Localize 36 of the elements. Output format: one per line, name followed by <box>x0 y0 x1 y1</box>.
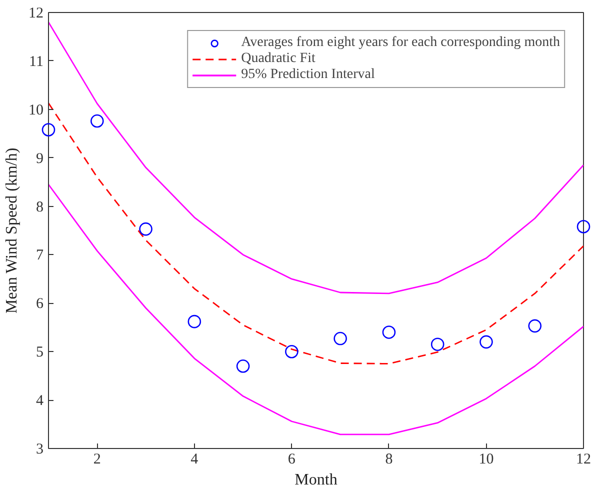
x-tick-label: 4 <box>190 452 199 468</box>
point <box>480 335 493 349</box>
point <box>576 220 590 234</box>
legend-label: 95% Prediction Interval <box>241 67 375 83</box>
point <box>285 344 298 358</box>
y-tick-label: 6 <box>36 296 44 312</box>
y-tick-label: 3 <box>36 442 44 458</box>
point <box>528 319 542 333</box>
point <box>334 332 347 346</box>
y-tick-label: 12 <box>28 6 44 22</box>
line-series <box>48 102 584 364</box>
point <box>42 123 56 136</box>
y-tick-label: 8 <box>36 199 44 216</box>
x-tick-label: 10 <box>478 452 494 468</box>
y-tick-label: 11 <box>29 54 44 70</box>
y-tick-label: 5 <box>36 344 44 361</box>
x-tick-label: 12 <box>576 452 591 468</box>
point <box>139 222 152 236</box>
point <box>90 114 104 128</box>
line-series <box>48 184 584 436</box>
y-axis-title: Mean Wind Speed (km/h) <box>4 148 20 314</box>
x-tick-label: 2 <box>93 452 101 468</box>
legend-label: Averages from eight years for each corresponding month <box>241 35 560 51</box>
point <box>236 360 250 373</box>
y-tick-label: 7 <box>36 248 44 264</box>
point <box>382 326 396 339</box>
point <box>188 314 202 328</box>
x-tick-label: 8 <box>385 452 393 468</box>
y-tick-label: 4 <box>36 393 44 410</box>
x-tick-label: 6 <box>288 452 296 468</box>
y-tick-label: 9 <box>36 150 44 167</box>
x-axis-title: Month <box>294 472 338 488</box>
y-tick-label: 10 <box>28 102 44 118</box>
line-series <box>48 21 584 294</box>
point <box>430 338 444 351</box>
legend-label: Quadratic Fit <box>241 51 316 67</box>
